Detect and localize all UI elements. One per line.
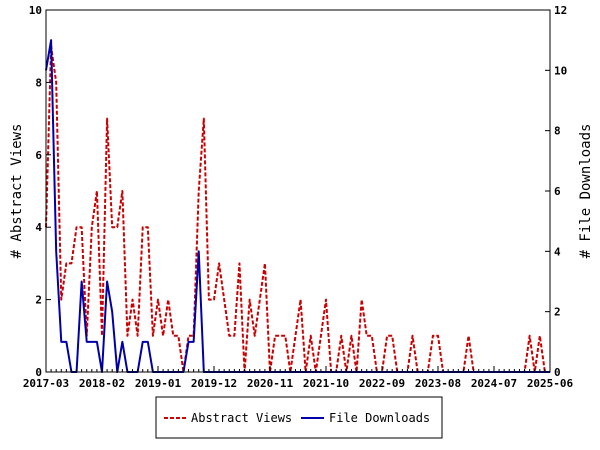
x-axis: 2017-03 2018-02 2019-01 2019-12 2020-11 2021-… xyxy=(23,366,574,390)
x-tick-label: 2025-06 xyxy=(527,377,574,390)
y-axis-right-title: # File Downloads xyxy=(578,124,594,259)
legend-label-abstract-views: Abstract Views xyxy=(191,411,292,425)
y-right-tick-label: 4 xyxy=(554,245,561,258)
y-left-tick-label: 2 xyxy=(35,294,42,307)
y-axis-right: 0 2 4 6 8 10 12 xyxy=(545,4,567,379)
x-tick-label: 2019-01 xyxy=(135,377,182,390)
y-axis-left: 0 2 4 6 8 10 xyxy=(29,4,51,379)
x-tick-label: 2020-11 xyxy=(247,377,294,390)
y-right-tick-label: 2 xyxy=(554,306,561,319)
y-right-tick-label: 10 xyxy=(554,64,567,77)
x-tick-label: 2022-09 xyxy=(359,377,405,390)
x-tick-label: 2019-12 xyxy=(191,377,237,390)
legend-label-file-downloads: File Downloads xyxy=(329,411,430,425)
y-left-tick-label: 10 xyxy=(29,4,42,17)
y-axis-left-title: # Abstract Views xyxy=(9,124,25,259)
series-line-abstract-views xyxy=(45,45,550,373)
y-right-tick-label: 12 xyxy=(554,4,567,17)
x-tick-label: 2023-08 xyxy=(415,377,461,390)
legend: Abstract Views File Downloads xyxy=(155,396,443,439)
x-tick-label: 2017-03 xyxy=(23,377,69,390)
y-left-tick-label: 4 xyxy=(35,221,42,234)
y-right-tick-label: 8 xyxy=(554,125,561,138)
y-left-tick-label: 0 xyxy=(35,366,42,379)
x-tick-label: 2018-02 xyxy=(79,377,125,390)
x-tick-label: 2021-10 xyxy=(303,377,349,390)
legend-box xyxy=(155,396,443,439)
y-right-tick-label: 6 xyxy=(554,185,561,198)
x-tick-label: 2024-07 xyxy=(471,377,517,390)
y-left-tick-label: 6 xyxy=(35,149,42,162)
y-right-tick-label: 0 xyxy=(554,366,561,379)
y-left-tick-label: 8 xyxy=(35,76,42,89)
